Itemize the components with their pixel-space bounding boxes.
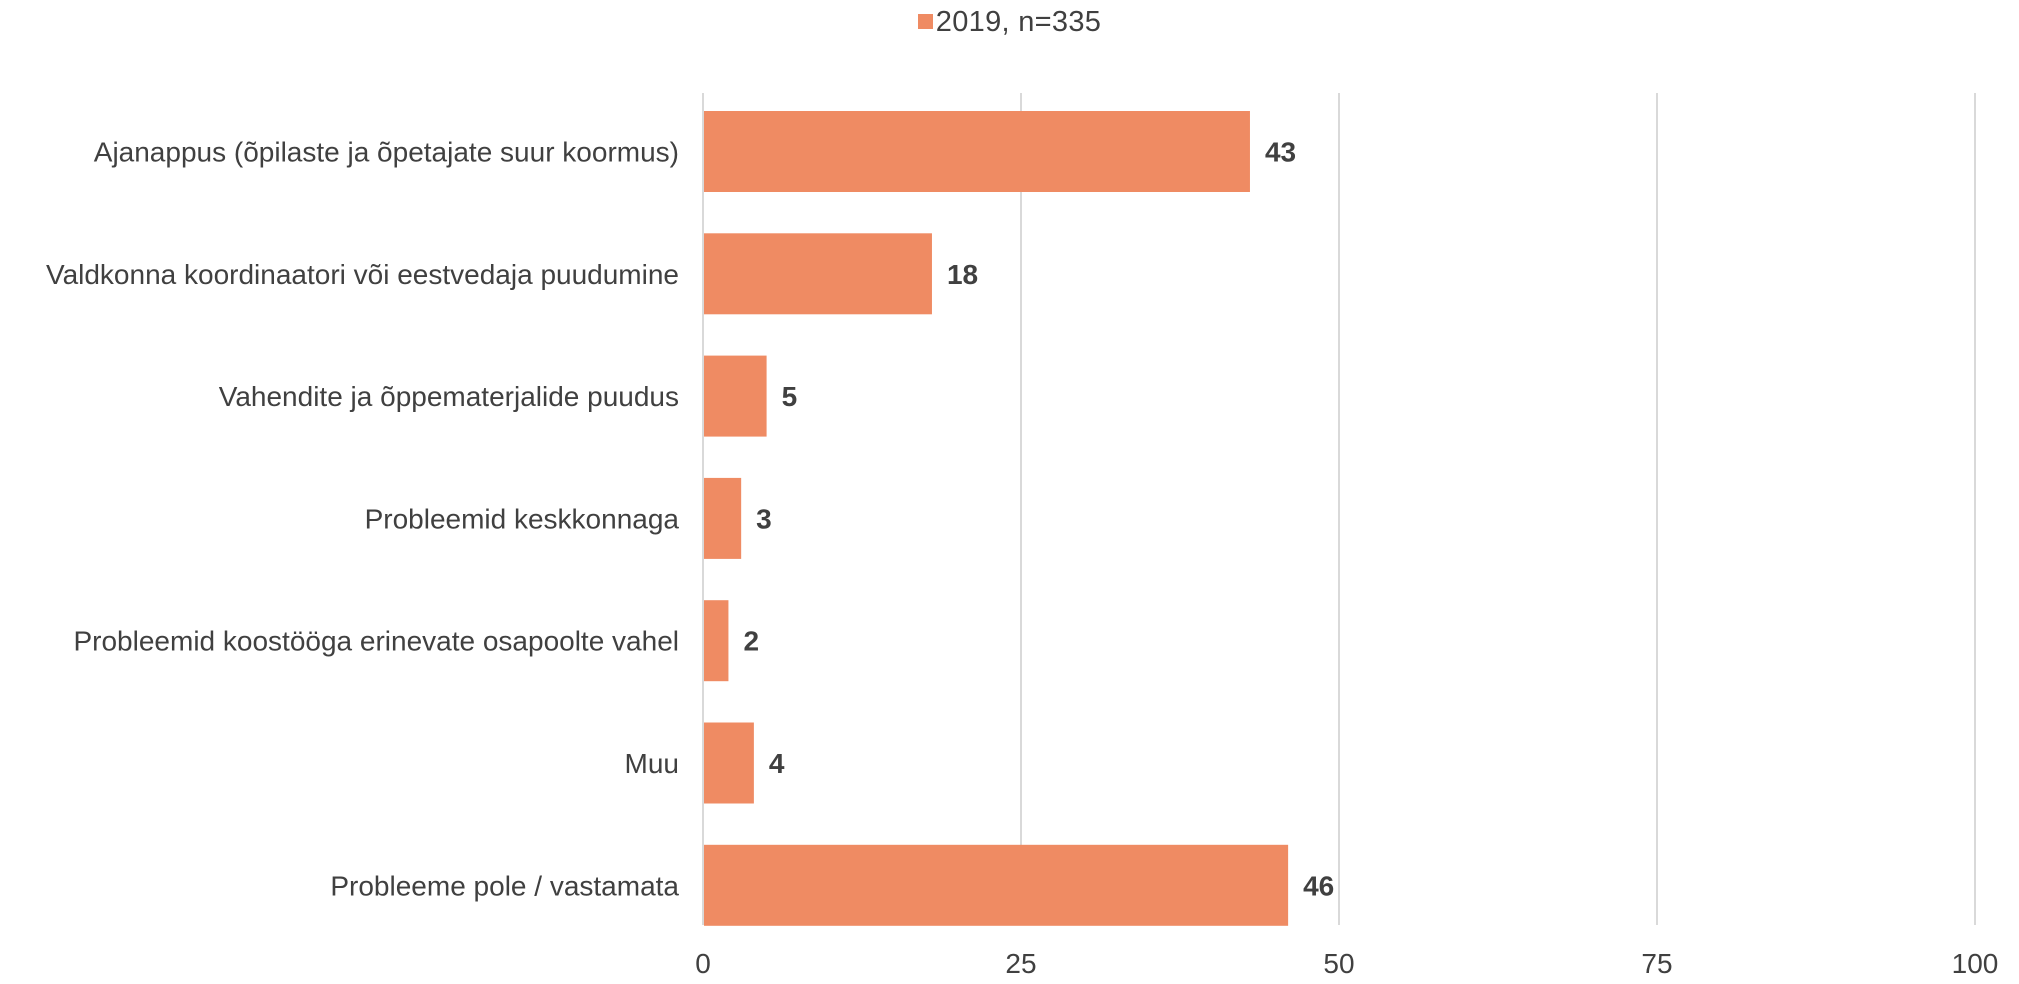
bar — [704, 844, 1289, 926]
x-tick-label: 75 — [1641, 948, 1672, 979]
category-label: Probleeme pole / vastamata — [330, 870, 679, 901]
bar — [704, 111, 1250, 192]
bar — [704, 477, 742, 559]
x-tick-label: 100 — [1952, 948, 1999, 979]
data-label: 4 — [769, 748, 785, 779]
bar — [704, 355, 767, 437]
category-label: Probleemid keskkonnaga — [365, 503, 680, 534]
bar — [704, 600, 729, 682]
legend-label: 2019, n=335 — [935, 6, 1102, 38]
category-label: Muu — [625, 748, 679, 779]
bar — [704, 722, 754, 804]
data-label: 43 — [1265, 137, 1296, 168]
data-label: 2 — [743, 626, 759, 657]
data-label: 46 — [1303, 870, 1334, 901]
data-labels: 43 18 5 3 2 4 46 — [743, 137, 1334, 902]
category-label: Probleemid koostööga erinevate osapoolte… — [73, 626, 679, 657]
category-label: Valdkonna koordinaatori või eestvedaja p… — [46, 259, 679, 290]
category-label: Vahendite ja õppematerjalide puudus — [219, 381, 679, 412]
legend: 2019, n=335 — [0, 6, 2019, 39]
x-axis-tick-labels: 0 25 50 75 100 — [695, 948, 1998, 979]
data-label: 3 — [756, 503, 772, 534]
x-tick-label: 0 — [695, 948, 711, 979]
data-label: 5 — [782, 381, 798, 412]
gridlines — [702, 93, 1976, 925]
category-label: Ajanappus (õpilaste ja õpetajate suur ko… — [94, 137, 679, 168]
category-labels: Ajanappus (õpilaste ja õpetajate suur ko… — [46, 137, 679, 902]
bar — [704, 233, 932, 315]
data-label: 18 — [947, 259, 978, 290]
bars — [704, 111, 1289, 926]
x-tick-label: 50 — [1323, 948, 1354, 979]
legend-swatch — [917, 14, 933, 29]
x-tick-label: 25 — [1005, 948, 1036, 979]
